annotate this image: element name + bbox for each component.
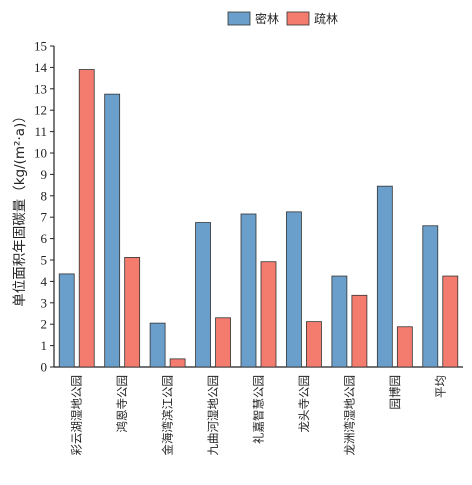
x-tick-label: 金海湾滨江公园 <box>161 375 175 456</box>
bar-dense <box>422 225 439 368</box>
x-tick-label: 彩云湖湿地公园 <box>70 375 84 456</box>
y-tick-label: 9 <box>41 167 48 182</box>
legend-label: 疏林 <box>314 11 338 26</box>
y-tick-label: 15 <box>34 39 47 54</box>
y-tick-label: 2 <box>41 317 48 332</box>
bar-dense <box>240 213 257 368</box>
legend-label: 密林 <box>255 11 279 26</box>
bar-dense <box>149 322 166 368</box>
bar-dense <box>104 93 121 368</box>
bar-sparse <box>169 358 186 368</box>
bar-sparse <box>351 294 368 368</box>
bar-dense <box>195 222 211 368</box>
bar-sparse <box>260 261 277 368</box>
y-tick-label: 13 <box>34 81 47 96</box>
y-tick-label: 0 <box>41 360 48 375</box>
x-tick-label: 礼嘉智慧公园 <box>252 375 266 444</box>
x-tick-label: 鸿恩寺公园 <box>115 375 129 433</box>
bar-sparse <box>306 321 322 368</box>
y-tick-label: 1 <box>41 338 48 353</box>
x-tick-label: 园博园 <box>388 375 402 410</box>
x-tick-labels: 彩云湖湿地公园 鸿恩寺公园 金海湾滨江公园 九曲河湿地公园 礼嘉智慧公园 龙头寺公园 龙洲湾… <box>70 375 448 456</box>
y-tick-label: 14 <box>34 60 48 75</box>
x-tick-label: 平均 <box>433 375 447 398</box>
y-tick-label: 12 <box>34 103 47 118</box>
bar-sparse <box>78 69 95 368</box>
bar-sparse <box>124 257 141 368</box>
y-tick-label: 11 <box>34 124 47 139</box>
x-tick-label: 龙洲湾湿地公园 <box>342 375 356 456</box>
y-tick-label: 7 <box>41 210 48 225</box>
y-tick-label: 4 <box>41 274 48 289</box>
y-tick-label: 8 <box>41 188 48 203</box>
legend-swatch <box>227 11 251 26</box>
x-tick-label: 九曲河湿地公园 <box>206 375 220 456</box>
bars <box>58 69 459 368</box>
y-axis-label: 单位面积年固碳量（kg/(m²·a)） <box>12 109 28 307</box>
y-tick-label: 5 <box>41 253 48 268</box>
bar-dense <box>376 185 393 368</box>
bar-dense <box>331 275 348 368</box>
bar-sparse <box>396 326 413 368</box>
bar-dense <box>286 211 302 368</box>
y-tick-label: 6 <box>41 231 48 246</box>
legend-swatch <box>286 11 310 26</box>
x-tick-label: 龙头寺公园 <box>297 375 311 433</box>
y-tick-label: 3 <box>41 295 48 310</box>
bar-sparse <box>442 275 459 368</box>
legend: 密林 疏林 <box>227 11 338 26</box>
y-tick-label: 10 <box>34 146 47 161</box>
axes <box>53 46 463 368</box>
bar-dense <box>58 273 75 368</box>
bar-sparse <box>215 317 231 368</box>
